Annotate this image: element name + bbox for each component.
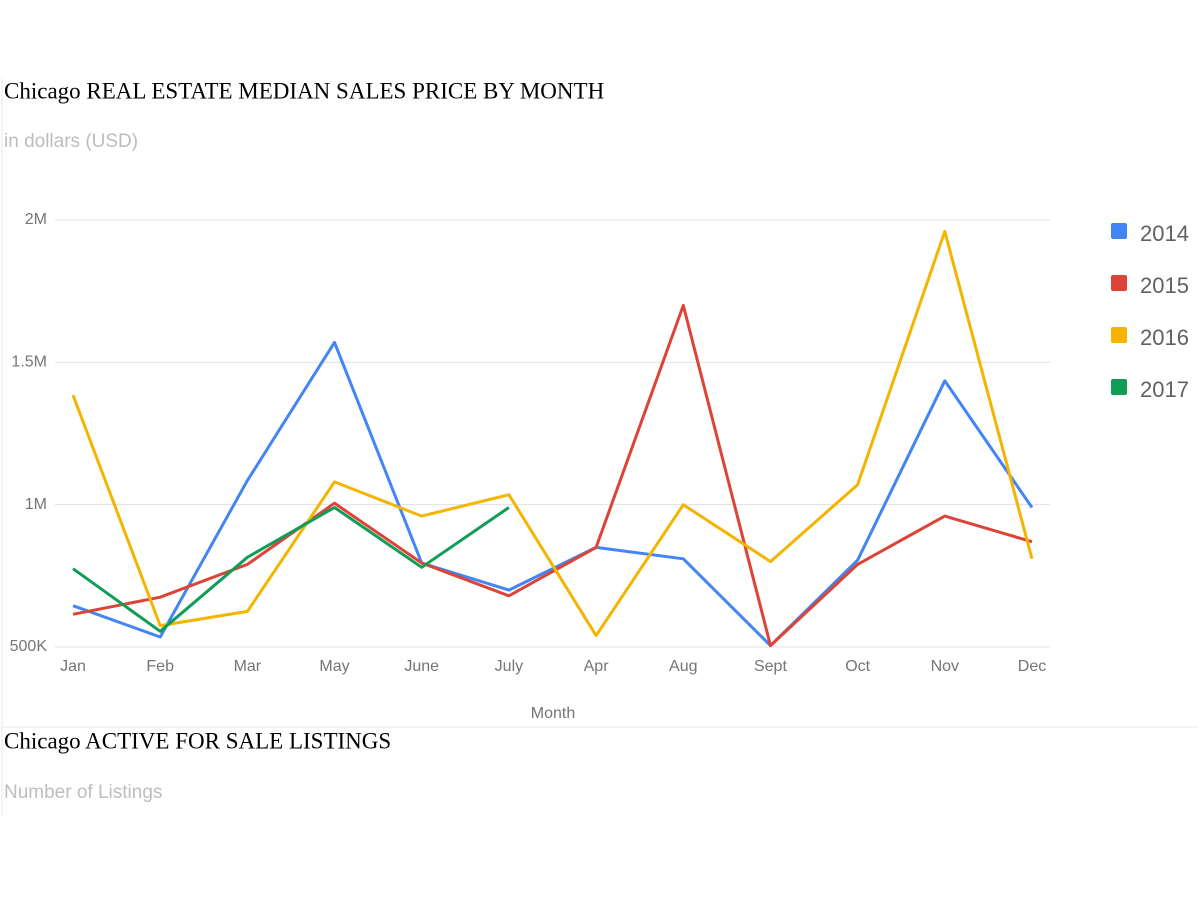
x-tick-label: Oct: [845, 658, 870, 675]
legend-label: 2016: [1140, 325, 1189, 350]
y-tick-label: 1.5M: [11, 354, 47, 371]
chart-title: Chicago REAL ESTATE MEDIAN SALES PRICE B…: [4, 78, 604, 103]
series-line: [71, 229, 1034, 638]
x-axis-label: Month: [531, 705, 575, 722]
chart-title: Chicago ACTIVE FOR SALE LISTINGS: [4, 728, 391, 753]
x-tick-label: Dec: [1018, 658, 1046, 675]
x-tick-label: Nov: [931, 658, 959, 675]
x-tick-label: May: [319, 658, 349, 675]
series-line: [72, 340, 1034, 648]
x-tick-label: July: [495, 658, 523, 675]
legend-label: 2017: [1140, 377, 1189, 402]
x-tick-label: Jan: [60, 658, 86, 675]
legend-label: 2014: [1140, 221, 1189, 246]
legend-swatch: [1111, 223, 1127, 239]
y-tick-label: 2M: [25, 211, 47, 228]
x-tick-label: Sept: [754, 658, 787, 675]
x-tick-label: Feb: [146, 658, 174, 675]
series-line: [72, 506, 510, 633]
chart-subtitle: in dollars (USD): [4, 131, 138, 152]
chart-subtitle: Number of Listings: [4, 782, 162, 803]
x-tick-label: Aug: [669, 658, 697, 675]
x-tick-label: June: [404, 658, 439, 675]
legend-label: 2015: [1140, 273, 1189, 298]
x-tick-label: Apr: [584, 658, 610, 675]
y-tick-label: 1M: [25, 496, 47, 513]
legend-swatch: [1111, 379, 1127, 395]
y-tick-label: 500K: [10, 638, 48, 655]
legend-swatch: [1111, 275, 1127, 291]
series-line: [72, 303, 1033, 648]
legend-swatch: [1111, 327, 1127, 343]
x-tick-label: Mar: [234, 658, 262, 675]
